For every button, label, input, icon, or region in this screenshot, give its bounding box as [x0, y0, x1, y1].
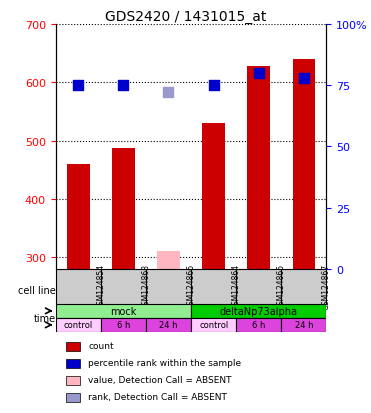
Bar [247, 66, 270, 269]
Text: 6 h: 6 h [116, 320, 130, 330]
Text: GSM124867: GSM124867 [322, 263, 331, 310]
Point [165, 90, 171, 97]
Point [301, 75, 307, 82]
Point [211, 83, 217, 89]
FancyBboxPatch shape [236, 269, 281, 304]
Bar [112, 148, 135, 269]
FancyBboxPatch shape [281, 269, 326, 304]
Text: rank, Detection Call = ABSENT: rank, Detection Call = ABSENT [88, 392, 227, 401]
FancyBboxPatch shape [191, 269, 236, 304]
Text: GSM124864: GSM124864 [232, 263, 241, 310]
Text: deltaNp73alpha: deltaNp73alpha [220, 306, 298, 316]
FancyBboxPatch shape [101, 269, 146, 304]
FancyBboxPatch shape [56, 269, 101, 304]
Text: 6 h: 6 h [252, 320, 266, 330]
Text: value, Detection Call = ABSENT: value, Detection Call = ABSENT [88, 375, 232, 384]
Text: GSM124854: GSM124854 [96, 263, 105, 310]
Bar [67, 164, 89, 269]
Text: GSM124865: GSM124865 [277, 263, 286, 310]
Text: GDS2420 / 1431015_at: GDS2420 / 1431015_at [105, 10, 266, 24]
Text: count: count [88, 342, 114, 350]
Bar [236, 318, 281, 332]
Bar [66, 393, 80, 402]
Bar [281, 318, 326, 332]
Bar [293, 60, 315, 269]
Bar [191, 304, 326, 318]
Bar [66, 342, 80, 351]
Bar [202, 124, 225, 269]
Bar [146, 318, 191, 332]
FancyBboxPatch shape [146, 269, 191, 304]
Bar [56, 318, 101, 332]
Text: GSM124866: GSM124866 [187, 263, 196, 310]
Bar [101, 318, 146, 332]
Point [120, 83, 126, 89]
Text: mock: mock [110, 306, 137, 316]
Point [256, 70, 262, 77]
Text: time: time [33, 313, 56, 323]
Text: control: control [63, 320, 93, 330]
Bar [191, 318, 236, 332]
Bar [157, 252, 180, 269]
Text: cell line: cell line [18, 285, 56, 295]
Bar [66, 376, 80, 385]
Text: GSM124868: GSM124868 [141, 264, 150, 310]
Bar [56, 304, 191, 318]
Text: control: control [199, 320, 228, 330]
Text: 24 h: 24 h [159, 320, 178, 330]
Bar [66, 359, 80, 368]
Point [75, 83, 81, 89]
Text: 24 h: 24 h [295, 320, 313, 330]
Text: percentile rank within the sample: percentile rank within the sample [88, 358, 241, 367]
